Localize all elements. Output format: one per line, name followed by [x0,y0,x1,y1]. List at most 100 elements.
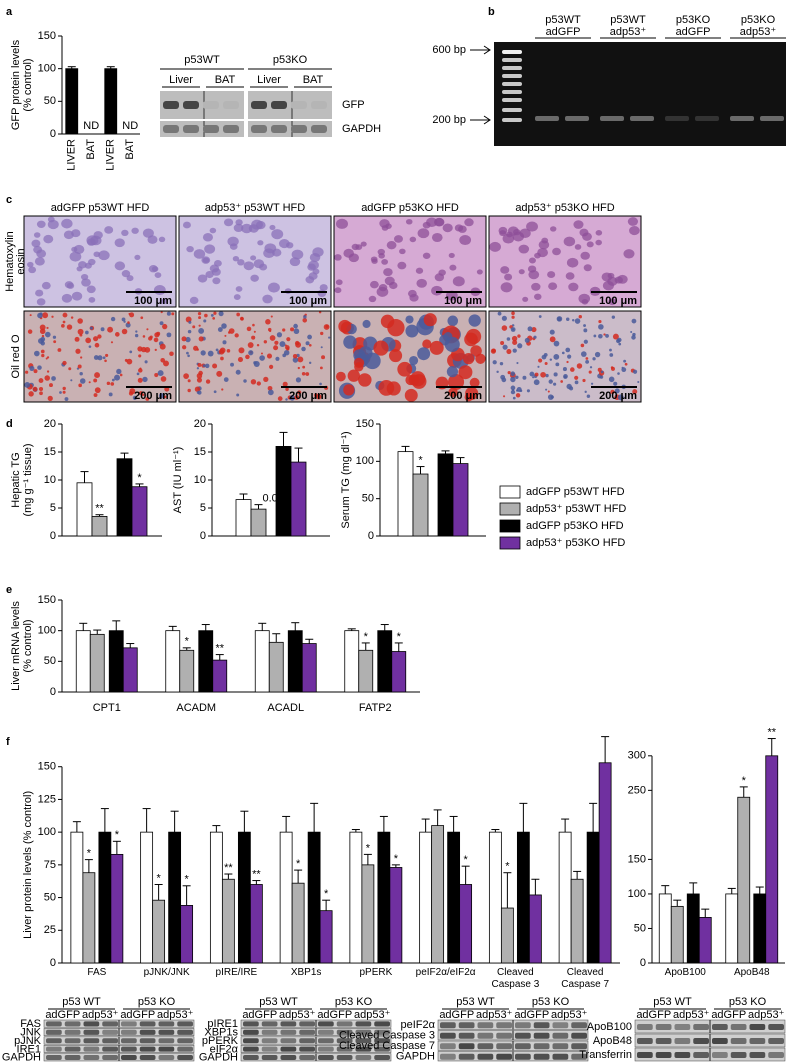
nucleus [186,245,194,253]
error-bar [80,471,89,483]
error-bar [421,818,430,833]
blot-row-label: GAPDH [342,123,381,135]
nucleus [335,218,348,229]
y-tick-label: 100 [356,455,374,467]
error-bar [154,883,163,901]
nucleus [223,377,229,382]
error-bar [252,880,261,885]
nucleus [464,218,474,227]
nucleus [502,344,508,350]
nucleus [515,375,519,380]
nucleus [37,312,43,319]
lipid-droplet [68,367,72,371]
lipid-droplet [462,352,475,365]
scale-bar-label: 200 μm [599,390,637,402]
nucleus [61,293,73,303]
annotation: * [137,472,142,484]
blot-band [243,1029,259,1035]
bar [488,831,502,964]
lipid-droplet [237,357,244,363]
nucleus [504,273,513,281]
nucleus [131,227,139,234]
nucleus [305,276,315,284]
error-bar [322,899,331,911]
error-bar [126,643,135,648]
nucleus [285,398,288,401]
bar [221,878,235,964]
lipid-droplet [263,376,269,383]
lipid-droplet [94,342,100,348]
nucleus [534,293,542,300]
x-tick-label: Cleaved Caspase 7 [561,967,610,990]
blot-lane-label: Liver [257,74,281,86]
panel-letter: f [6,736,10,748]
nucleus [157,370,164,377]
nucleus [586,241,594,248]
blot-band [223,101,239,109]
y-tick-label: 150 [38,761,56,773]
nucleus [159,321,164,326]
lipid-droplet [32,386,38,392]
nucleus [446,366,459,378]
blot-band [223,125,239,133]
lipid-droplet [221,388,224,391]
lipid-droplet [160,376,167,382]
micrograph [23,215,177,308]
nucleus [534,252,541,259]
nucleus [89,326,93,330]
blot-band [336,1029,353,1035]
value-label: ND [83,120,99,132]
x-tick-label-box: ApoB48 [734,967,770,978]
blot-band [177,1029,193,1035]
lipid-droplet [612,333,619,340]
legend-swatch [499,502,521,516]
lipid-droplet [169,351,174,357]
blot-band [251,101,267,109]
lipid-droplet [39,324,46,331]
y-tick-label: 0 [200,530,206,542]
lipid-droplet [162,323,168,330]
lipid-droplet [128,391,134,396]
bar [500,907,514,964]
nucleus [52,335,57,339]
panel-letter: c [6,194,12,206]
lipid-droplet [159,343,166,350]
bar [108,630,124,693]
nucleus [303,315,307,319]
blot-band [477,1032,494,1039]
lipid-droplet [576,363,583,369]
lipid-droplet [93,393,98,398]
nucleus [407,289,417,298]
nucleus [253,259,265,269]
nucleus [135,330,138,333]
lipid-droplet [290,327,295,332]
annotation: * [366,842,371,854]
lipid-droplet [192,325,196,329]
lipid-droplet [611,366,615,371]
lipid-droplet [62,386,66,391]
nucleus [102,356,106,360]
lipid-droplet [470,345,482,357]
nucleus [335,279,343,286]
blot-row-label: GAPDH [396,1051,435,1063]
error-bar [215,654,224,661]
blot-row-label: IRE1 [17,1043,41,1055]
blot-band [768,1038,784,1044]
lipid-droplet [295,341,302,348]
nucleus [69,251,82,262]
lipid-droplet [204,313,208,318]
y-tick-label: 50 [44,95,56,107]
lipid-droplet [511,335,518,342]
blot-band [46,1038,62,1044]
blot-band [571,1032,587,1039]
gel-band [730,116,754,121]
nucleus [532,376,535,379]
x-tick-label: BAT [85,139,97,160]
blot-band [355,1055,372,1061]
nucleus [81,278,91,287]
nucleus [148,264,158,273]
nucleus [209,227,217,234]
bar [275,445,292,537]
blot-band [46,1055,62,1061]
blot-band [121,1046,137,1052]
